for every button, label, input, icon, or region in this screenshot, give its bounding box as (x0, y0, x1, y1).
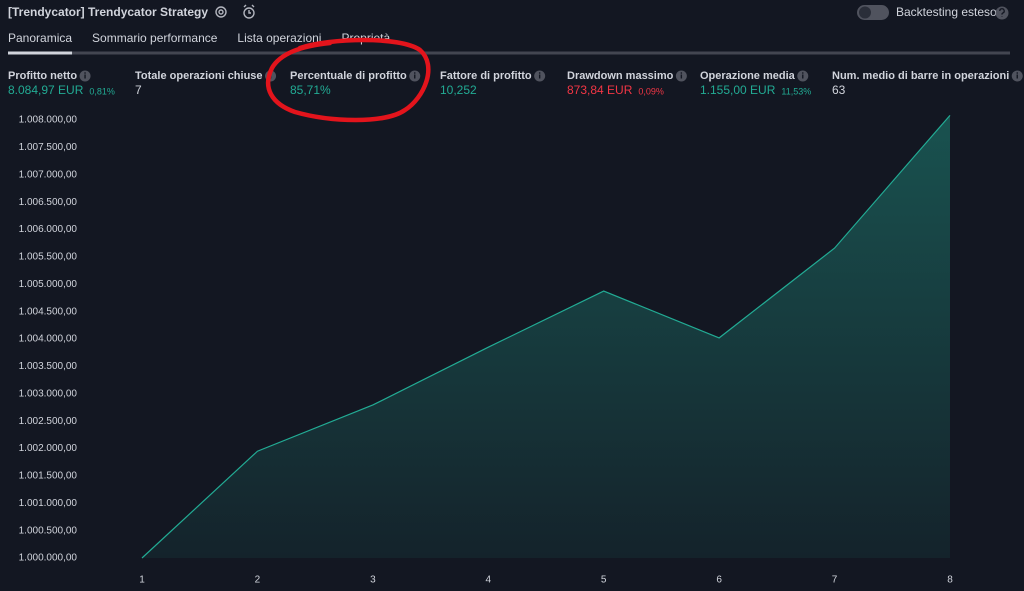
metric-label: Operazione media (700, 70, 796, 82)
tab[interactable]: Lista operazioni (237, 31, 321, 45)
x-tick-label: 5 (601, 575, 607, 586)
y-tick-label: 1.001.500,00 (19, 471, 78, 482)
y-tick-label: 1.007.500,00 (19, 142, 78, 153)
y-tick-label: 1.000.000,00 (19, 553, 78, 564)
y-tick-label: 1.001.000,00 (19, 498, 78, 509)
help-icon[interactable] (995, 6, 1009, 20)
info-icon-glyph (84, 74, 86, 79)
toggle-label: Backtesting esteso (896, 5, 997, 19)
info-icon-glyph (538, 72, 541, 74)
equity-area (142, 115, 950, 558)
tab[interactable]: Panoramica (8, 31, 72, 45)
info-icon-glyph (680, 74, 683, 79)
strategy-title: [Trendycator] Trendycator Strategy (8, 5, 208, 19)
info-icon-glyph (538, 74, 541, 79)
info-icon-glyph (84, 72, 86, 74)
tab[interactable]: Sommario performance (92, 31, 218, 45)
y-tick-label: 1.003.000,00 (19, 388, 78, 399)
metric-change: 0,81% (89, 86, 115, 96)
x-tick-label: 3 (370, 575, 376, 586)
info-icon-glyph (414, 74, 416, 79)
y-tick-label: 1.008.000,00 (19, 115, 78, 126)
x-tick-label: 2 (255, 575, 261, 586)
x-tick-label: 8 (947, 575, 953, 586)
metric-change: 11,53% (781, 86, 811, 96)
alarm-icon[interactable] (243, 4, 255, 19)
metric-label: Totale operazioni chiuse (135, 70, 263, 82)
info-icon-glyph (680, 72, 683, 74)
y-tick-label: 1.002.000,00 (19, 443, 78, 454)
metric-label: Fattore di profitto (440, 70, 532, 82)
x-tick-label: 4 (486, 575, 492, 586)
y-tick-label: 1.006.000,00 (19, 224, 78, 235)
equity-chart: 1.000.000,00 1.000.500,00 1.001.000,00 1.00… (19, 115, 954, 586)
y-tick-label: 1.000.500,00 (19, 525, 78, 536)
metric-value: 1.155,00 EUR (700, 83, 776, 97)
y-tick-label: 1.005.000,00 (19, 279, 78, 290)
y-tick-label: 1.002.500,00 (19, 416, 78, 427)
metric-label: Num. medio di barre in operazioni (832, 70, 1009, 82)
x-tick-label: 6 (716, 575, 722, 586)
info-icon-glyph (802, 72, 804, 74)
x-tick-label: 1 (139, 575, 145, 586)
x-tick-label: 7 (832, 575, 838, 586)
metric-value: 63 (832, 83, 846, 97)
y-tick-label: 1.003.500,00 (19, 361, 78, 372)
metric-value: 7 (135, 83, 142, 97)
metric-label: Drawdown massimo (567, 70, 674, 82)
metric-label: Percentuale di profitto (290, 70, 407, 82)
info-icon-glyph (414, 72, 416, 74)
info-icon-glyph (1016, 72, 1018, 74)
y-tick-label: 1.004.500,00 (19, 306, 78, 317)
metric-value: 873,84 EUR (567, 83, 633, 97)
metric-value: 8.084,97 EUR (8, 83, 84, 97)
toggle[interactable] (857, 5, 889, 20)
y-tick-label: 1.007.000,00 (19, 169, 78, 180)
metric-value: 85,71% (290, 83, 331, 97)
info-icon-glyph (1016, 74, 1018, 79)
y-tick-label: 1.005.500,00 (19, 252, 78, 263)
metric-label: Profitto netto (8, 70, 77, 82)
settings-icon[interactable] (215, 6, 227, 18)
info-icon-glyph (802, 74, 804, 79)
highlight-annotation (265, 37, 431, 123)
active-tab-indicator (8, 51, 73, 55)
metric-change: 0,09% (638, 86, 664, 96)
equity-line (141, 114, 951, 559)
y-tick-label: 1.006.500,00 (19, 197, 78, 208)
metric-value: 10,252 (440, 83, 477, 97)
y-tick-label: 1.004.000,00 (19, 334, 78, 345)
